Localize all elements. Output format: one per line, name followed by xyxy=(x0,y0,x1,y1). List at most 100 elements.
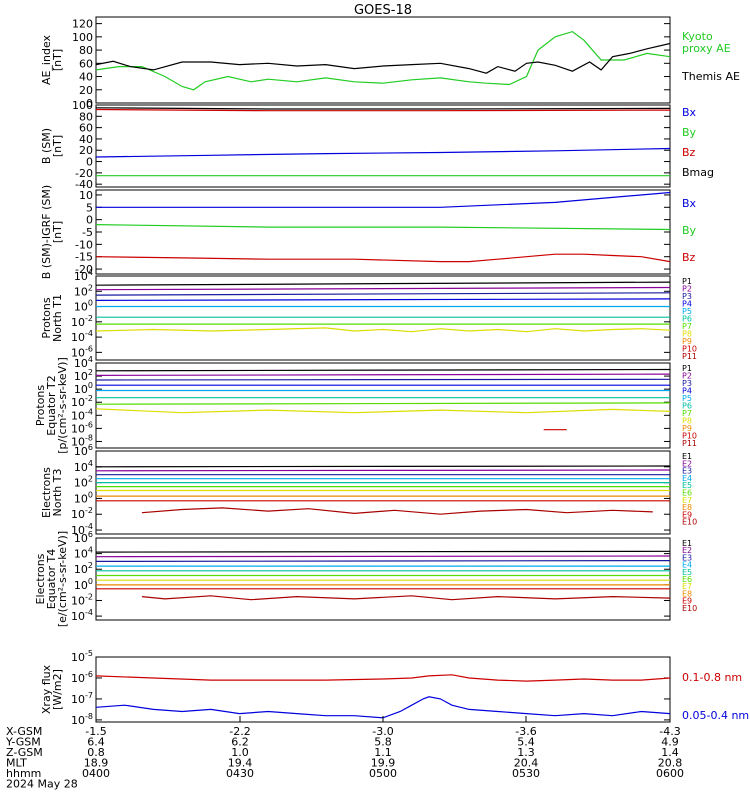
legend-entry: E4 xyxy=(682,474,692,483)
x-tick-label: 1.1 xyxy=(374,746,392,759)
legend-entry: E5 xyxy=(682,568,692,577)
x-tick-label: 20.4 xyxy=(514,757,539,770)
y-axis-label: [p/(cm²-s-sr-keV)] xyxy=(56,357,69,454)
y-tick-label: 102 xyxy=(74,561,93,576)
series-line xyxy=(95,465,671,468)
y-tick-label: 104 xyxy=(74,268,93,283)
footer-row-label: X-GSM xyxy=(6,725,42,738)
y-tick-label: 10-2 xyxy=(71,314,93,329)
legend-entry: Bz xyxy=(682,251,696,264)
legend-entry: E6 xyxy=(682,489,692,498)
legend-entry: P10 xyxy=(682,432,697,441)
series-line xyxy=(95,108,671,112)
y-axis-label: Xray flux xyxy=(40,664,53,714)
legend-entry: P8 xyxy=(682,417,692,426)
y-axis-label: B (SM) xyxy=(40,128,53,164)
y-tick-label: 10-2 xyxy=(71,506,93,521)
legend-entry: E1 xyxy=(682,452,692,461)
y-tick-label: 0 xyxy=(86,156,93,169)
legend-entry: P3 xyxy=(682,292,692,301)
legend-entry: P5 xyxy=(682,394,692,403)
legend-entry: By xyxy=(682,224,697,237)
y-tick-label: -40 xyxy=(75,178,93,191)
legend-entry: P1 xyxy=(682,364,692,373)
series-line xyxy=(95,550,671,553)
y-tick-label: 60 xyxy=(79,57,93,70)
y-axis-label: Protons xyxy=(40,297,53,338)
y-tick-label: 100 xyxy=(74,299,93,314)
y-axis-label: [nT] xyxy=(51,49,64,71)
y-axis-label: North T1 xyxy=(51,294,64,342)
legend-entry: E6 xyxy=(682,575,692,584)
legend-entry: E3 xyxy=(682,467,692,476)
y-axis-label: Equator T2 xyxy=(45,375,58,435)
y-tick-label: 80 xyxy=(79,110,93,123)
y-tick-label: 0 xyxy=(86,214,93,227)
x-tick-label: 18.9 xyxy=(84,757,109,770)
series-line xyxy=(95,674,671,682)
legend-entry: E1 xyxy=(682,539,692,548)
y-tick-label: 10-6 xyxy=(71,670,93,685)
legend-entry: P11 xyxy=(682,352,697,361)
panel-frame xyxy=(95,16,671,104)
y-axis-label: [e/(cm²-s-sr-keV)] xyxy=(56,531,69,627)
panel-frame xyxy=(95,189,671,275)
panel-frame xyxy=(95,362,671,449)
legend-entry: P9 xyxy=(682,337,692,346)
footer-row-label: MLT xyxy=(6,757,27,770)
legend-entry: E10 xyxy=(682,604,697,613)
series-line xyxy=(95,555,671,558)
legend-entry: 0.1-0.8 nm xyxy=(682,671,742,684)
y-tick-label: 120 xyxy=(72,18,93,31)
y-tick-label: -5 xyxy=(82,226,93,239)
legend-entry: E4 xyxy=(682,561,692,570)
y-tick-label: 0 xyxy=(86,97,93,110)
y-tick-label: -10 xyxy=(75,238,93,251)
legend-entry: E2 xyxy=(682,459,692,468)
x-tick-label: 6.2 xyxy=(231,736,249,749)
footer-row-label: Z-GSM xyxy=(6,746,43,759)
x-tick-label: 1.0 xyxy=(231,746,249,759)
y-tick-label: -20 xyxy=(75,167,93,180)
legend-entry: E9 xyxy=(682,597,692,606)
legend-entry: E2 xyxy=(682,546,692,555)
x-tick-label: 6.4 xyxy=(87,736,105,749)
footer-row-label: Y-GSM xyxy=(5,736,41,749)
y-tick-label: 60 xyxy=(79,122,93,135)
x-tick-label: 1.3 xyxy=(517,746,535,759)
x-tick-label: 5.4 xyxy=(517,736,535,749)
y-tick-label: 10-4 xyxy=(71,608,93,623)
legend-entry: Bx xyxy=(682,106,697,119)
x-tick-label: -1.5 xyxy=(85,725,106,738)
y-tick-label: 80 xyxy=(79,44,93,57)
series-line xyxy=(95,368,671,372)
legend-entry: P5 xyxy=(682,307,692,316)
y-tick-label: 104 xyxy=(74,546,93,561)
legend-entry: P6 xyxy=(682,402,692,411)
legend-entry: E8 xyxy=(682,503,692,512)
x-tick-label: -3.0 xyxy=(372,725,393,738)
panel-frame xyxy=(95,275,671,361)
series-line xyxy=(95,378,671,381)
series-line xyxy=(95,224,671,231)
series-line xyxy=(95,696,671,719)
legend-entry: E7 xyxy=(682,496,692,505)
y-tick-label: 100 xyxy=(72,31,93,44)
legend-entry: 0.05-0.4 nm xyxy=(682,709,749,722)
legend-entry: Bmag xyxy=(682,166,714,179)
y-tick-label: -15 xyxy=(75,251,93,264)
legend-entry: E9 xyxy=(682,510,692,519)
footer-row-label: hhmm xyxy=(6,767,41,780)
y-tick-label: 20 xyxy=(79,84,93,97)
legend-entry: P2 xyxy=(682,372,692,381)
y-axis-label: [nT] xyxy=(51,221,64,243)
legend-entry: P2 xyxy=(682,285,692,294)
y-axis-label: [nT] xyxy=(51,135,64,157)
x-tick-label: 5.8 xyxy=(374,736,392,749)
x-tick-label: 0530 xyxy=(512,767,540,780)
series-line xyxy=(95,30,671,91)
series-line xyxy=(95,281,671,286)
y-tick-label: 40 xyxy=(79,71,93,84)
legend-entry: Bz xyxy=(682,146,696,159)
y-tick-label: -20 xyxy=(75,263,93,276)
